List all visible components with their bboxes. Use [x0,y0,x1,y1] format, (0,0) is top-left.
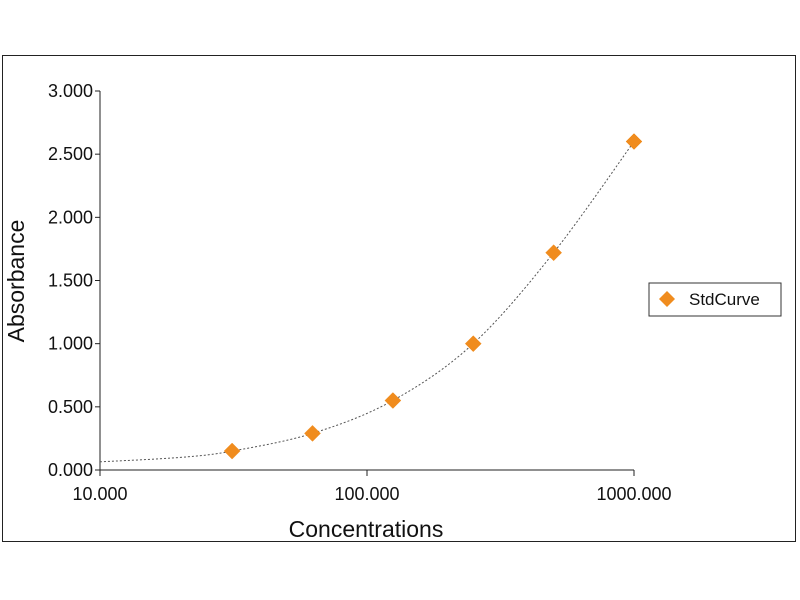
y-tick-label: 0.500 [48,397,93,417]
legend: StdCurve [648,282,782,317]
data-point-diamond [384,392,402,409]
y-tick-label: 1.500 [48,271,93,291]
y-tick-label: 2.000 [48,207,93,227]
y-tick-label: 1.000 [48,334,93,354]
tick-labels: 0.000 0.500 1.000 1.500 2.000 2.500 3.000 10.00… [48,81,672,504]
x-tick-label: 10.000 [72,484,127,504]
data-point-diamond [625,133,643,150]
x-tick-label: 100.000 [334,484,399,504]
y-tick-label: 0.000 [48,460,93,480]
y-tick-label: 3.000 [48,81,93,101]
axes [95,90,635,476]
legend-label-stdcurve: StdCurve [689,290,760,309]
legend-marker-diamond [659,291,675,307]
y-axis-title: Absorbance [3,220,29,343]
data-point-diamond [464,335,482,353]
data-point-diamond [223,442,241,460]
x-tick-label: 1000.000 [596,484,671,504]
data-points [223,133,643,460]
trendline [99,141,635,463]
x-axis-title: Concentrations [289,516,444,542]
data-point-diamond [545,244,562,262]
data-point-diamond [304,425,321,442]
y-tick-label: 2.500 [48,144,93,164]
trendline-group [99,141,635,463]
